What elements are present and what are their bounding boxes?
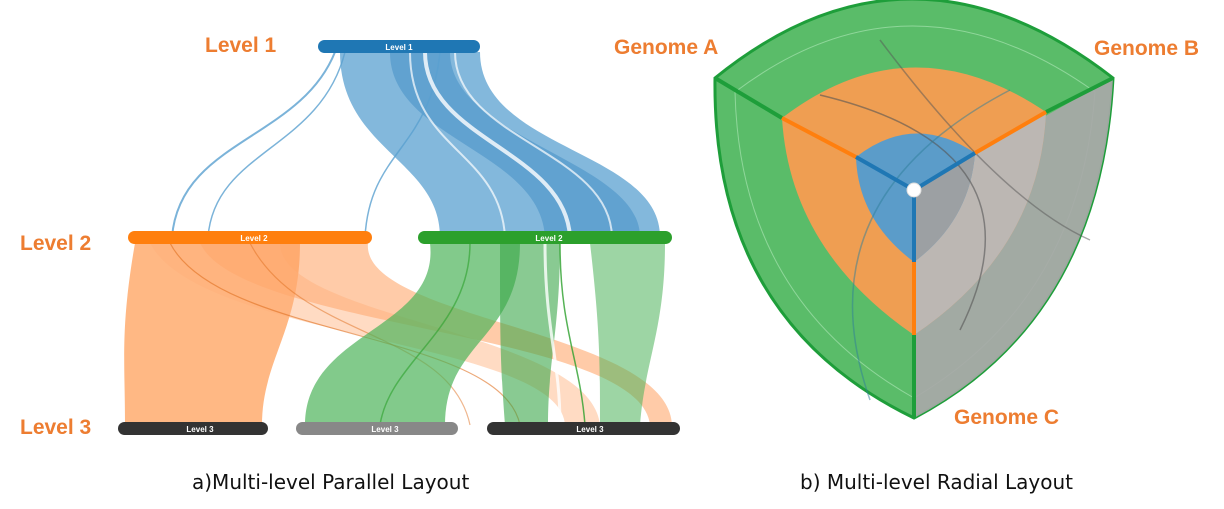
level3-middle-bar: Level 3	[296, 422, 458, 435]
ribbon-white-gap-2	[409, 51, 506, 238]
ribbon-l1-to-l2-orange-thin-b	[207, 51, 346, 238]
genome-b-label: Genome B	[1094, 37, 1200, 60]
ribbon-green-thread	[559, 242, 586, 426]
level3-middle-bar-label: Level 3	[371, 425, 399, 434]
ribbon-orange-to-l3-left	[124, 243, 300, 425]
level2-row-label: Level 2	[20, 232, 92, 255]
ribbon-orange-thread	[169, 242, 521, 426]
spoke-bc	[912, 76, 1114, 192]
genome-a-label: Genome A	[614, 36, 719, 59]
ribbon-white-gap-3	[454, 51, 613, 238]
orange-ring-c-overlay	[914, 112, 1046, 335]
level1-bar-label: Level 1	[385, 43, 413, 52]
ribbon-l1-to-l2-orange-thin	[171, 51, 336, 238]
parallel-layout-caption: a)Multi-level Parallel Layout	[192, 470, 470, 494]
ribbon-l1-to-l2-green-b	[390, 52, 640, 237]
level3-right-bar-label: Level 3	[576, 425, 604, 434]
ribbon-green-thread-b	[379, 242, 471, 426]
ribbon-green-to-l3-right-b	[590, 243, 665, 425]
level2-right-bar-label: Level 2	[535, 234, 563, 243]
level3-row-label: Level 3	[20, 416, 92, 439]
radial-center	[906, 182, 922, 198]
level2-right-bar: Level 2	[418, 231, 672, 244]
level1-ribbons	[171, 51, 660, 238]
level2-left-bar-label: Level 2	[240, 234, 268, 243]
radial-link-arc-1	[819, 94, 986, 331]
level1-bar: Level 1	[318, 40, 480, 53]
spoke-ab	[713, 76, 915, 192]
level2-left-bar: Level 2	[128, 231, 372, 244]
level3-right-bar: Level 3	[487, 422, 680, 435]
level3-left-bar: Level 3	[118, 422, 268, 435]
level2-green-ribbons	[305, 242, 665, 426]
genome-c-label: Genome C	[954, 406, 1060, 429]
level1-row-label: Level 1	[205, 34, 277, 57]
parallel-layout: Level 1 Level 2 Level 2 Level 3 Level 3 …	[118, 40, 680, 435]
ribbon-green-to-l3-middle	[305, 243, 520, 425]
radial-link-arc-2	[851, 89, 1011, 401]
level3-left-bar-label: Level 3	[186, 425, 214, 434]
radial-layout	[713, 0, 1115, 420]
ribbon-orange-to-l3-right	[200, 243, 672, 425]
radial-link-arc-3	[879, 39, 1091, 241]
ribbon-white-gap-1	[423, 51, 572, 238]
radial-layout-caption: b) Multi-level Radial Layout	[800, 470, 1073, 494]
ribbon-green-white-gap	[543, 242, 562, 426]
ribbon-green-to-l3-right	[500, 243, 560, 425]
blue-core-c-overlay	[914, 153, 975, 262]
